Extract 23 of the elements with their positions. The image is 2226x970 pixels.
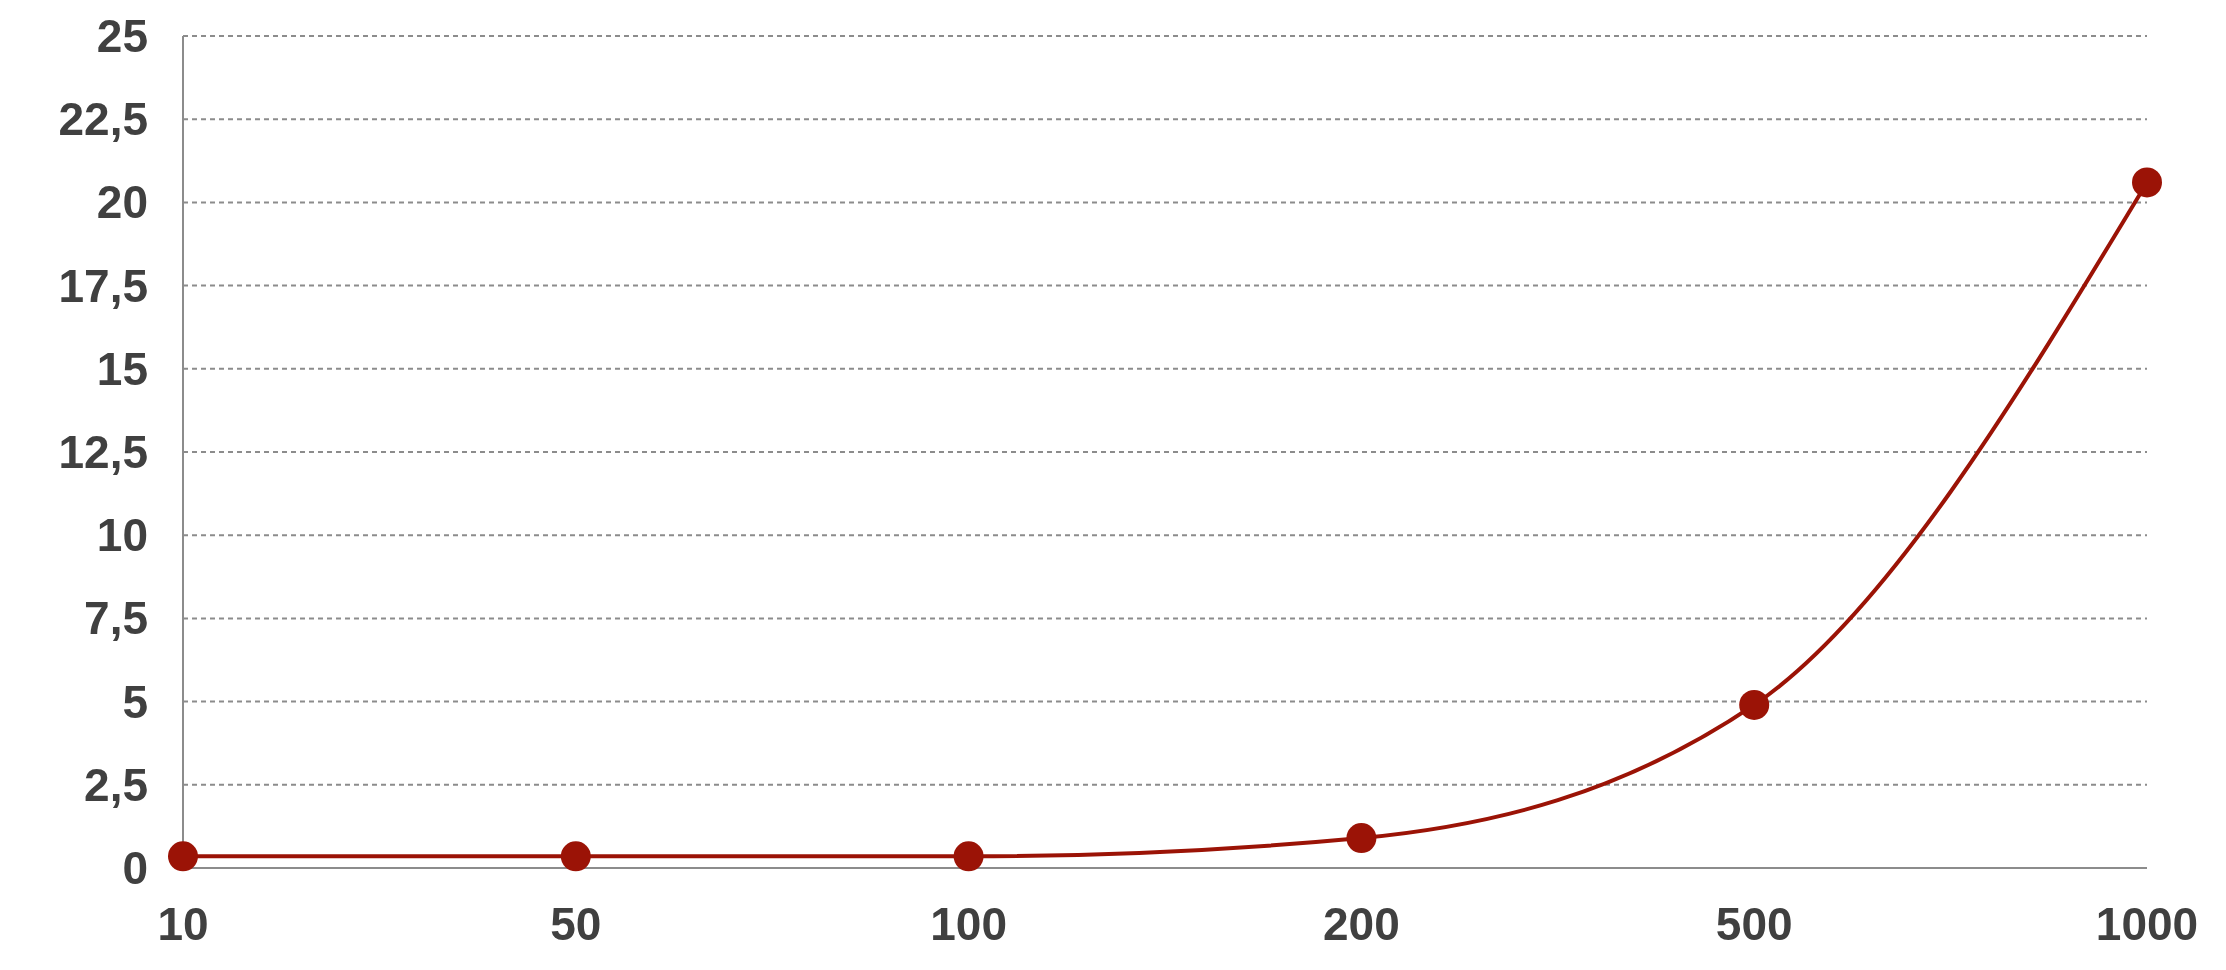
y-tick-label: 7,5 <box>84 592 148 645</box>
point <box>1346 823 1377 854</box>
y-tick-label: 0 <box>122 842 148 894</box>
y-tick-label: 10 <box>96 509 148 562</box>
x-tick-label: 200 <box>1323 898 1400 950</box>
x-tick-label: 500 <box>1715 898 1793 950</box>
x-tick-label: 100 <box>930 898 1007 950</box>
point <box>953 841 984 872</box>
point <box>560 841 591 872</box>
y-tick-label: 5 <box>122 675 148 728</box>
y-tick-label: 17,5 <box>58 259 148 312</box>
y-tick-label: 20 <box>96 176 148 229</box>
point <box>2132 167 2162 198</box>
x-tick-label: 10 <box>157 898 209 950</box>
y-tick-label: 25 <box>96 10 148 62</box>
x-tick-label: 50 <box>550 898 602 950</box>
y-tick-label: 2,5 <box>84 758 148 811</box>
point <box>168 841 198 872</box>
point <box>1739 689 1770 720</box>
y-tick-label: 22,5 <box>58 93 148 146</box>
y-tick-label: 12,5 <box>58 426 148 478</box>
x-tick-label: 1000 <box>2095 898 2199 950</box>
y-tick-label: 15 <box>96 342 148 395</box>
